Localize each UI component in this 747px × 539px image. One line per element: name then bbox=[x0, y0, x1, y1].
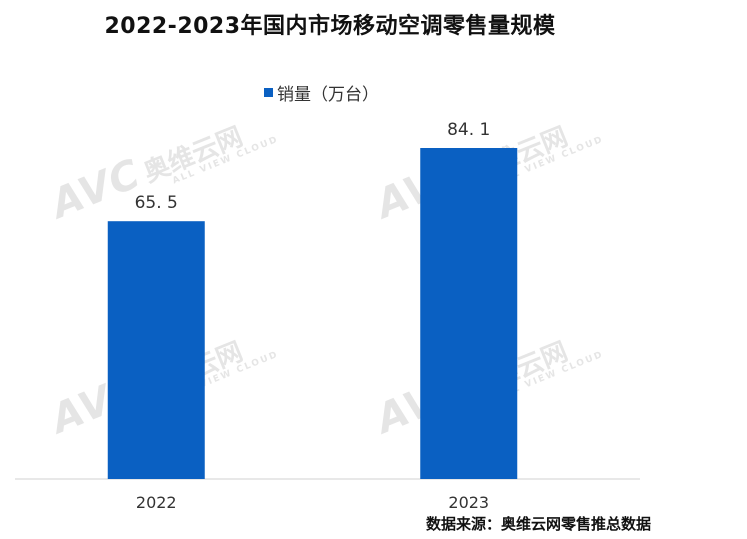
x-tick-label-2023: 2023 bbox=[448, 493, 489, 512]
chart-title: 2022-2023年国内市场移动空调零售量规模 bbox=[104, 14, 556, 39]
data-label-2023: 84. 1 bbox=[447, 120, 490, 140]
x-tick-label-2022: 2022 bbox=[136, 493, 177, 512]
legend: 销量（万台） bbox=[264, 80, 379, 105]
legend-swatch bbox=[264, 88, 273, 97]
data-label-2022: 65. 5 bbox=[135, 193, 178, 213]
bar-2022 bbox=[107, 221, 205, 480]
legend-label: 销量（万台） bbox=[277, 85, 379, 105]
bar-2023 bbox=[420, 148, 518, 479]
source-note: 数据来源：奥维云网零售推总数据 bbox=[425, 515, 651, 533]
